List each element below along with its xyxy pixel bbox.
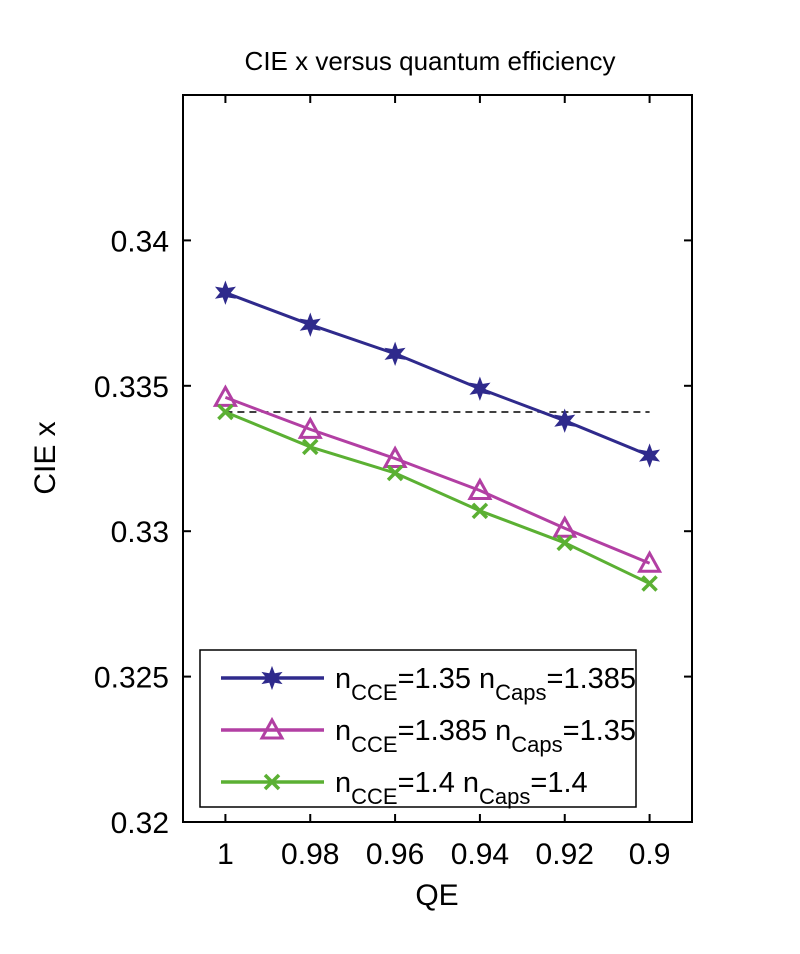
legend-label-part: Caps [511, 732, 562, 757]
series-line [224, 395, 651, 565]
series-line [224, 410, 651, 585]
x-marker [641, 575, 658, 592]
legend-label-part: n [335, 663, 351, 695]
legend-label-part: =1.385 [547, 663, 637, 695]
star-marker [299, 312, 321, 337]
triangle-marker [467, 477, 493, 500]
star-marker [384, 341, 406, 366]
x-marker-stroke [302, 438, 319, 456]
legend-label-part: =1.4 n [398, 767, 479, 799]
legend-item: nCCE=1.35 nCaps=1.385 [221, 663, 636, 705]
x-marker-stroke [263, 773, 281, 791]
x-tick-label: 0.96 [366, 838, 424, 871]
legend-label: nCCE=1.385 nCaps=1.35 [335, 715, 636, 757]
legend-label: nCCE=1.35 nCaps=1.385 [335, 663, 636, 705]
legend-label-part: =1.4 [530, 767, 587, 799]
legend-item: nCCE=1.4 nCaps=1.4 [221, 767, 588, 809]
star-marker [469, 376, 491, 401]
legend-label: nCCE=1.4 nCaps=1.4 [335, 767, 588, 809]
y-tick-label: 0.325 [94, 662, 169, 695]
x-tick-label: 0.98 [281, 838, 339, 871]
legend-label-part: CCE [351, 784, 397, 809]
series-star [214, 280, 661, 468]
star-marker [261, 665, 283, 691]
triangle-marker [212, 384, 238, 407]
legend-label-part: n [335, 767, 351, 799]
triangle-marker [259, 716, 285, 740]
x-tick-label: 0.94 [451, 838, 509, 871]
triangle-marker [637, 550, 663, 573]
x-marker [263, 773, 281, 791]
legend-item: nCCE=1.385 nCaps=1.35 [221, 715, 636, 757]
x-marker [386, 464, 404, 482]
legend-label-part: =1.35 n [398, 663, 496, 695]
star-marker [554, 408, 576, 433]
x-marker [217, 403, 234, 421]
plot-area [182, 94, 693, 823]
x-marker-stroke [386, 464, 404, 482]
legend-label-part: Caps [479, 784, 530, 809]
x-marker-stroke [556, 534, 573, 552]
triangle-marker [382, 445, 408, 468]
legend-label-part: Caps [495, 680, 546, 705]
legend-label-part: =1.35 [563, 715, 636, 747]
triangle-marker [552, 515, 578, 538]
legend-label-part: CCE [351, 732, 397, 757]
x-marker [471, 502, 489, 520]
x-axis-label: QE [415, 879, 458, 912]
x-marker [556, 534, 573, 552]
y-tick-label: 0.32 [111, 807, 169, 840]
star-marker [214, 280, 236, 305]
x-marker-stroke [217, 403, 234, 421]
y-axis-label: CIE x [29, 421, 62, 494]
legend-label-part: =1.385 n [398, 715, 512, 747]
x-tick-label: 0.92 [536, 838, 594, 871]
legend-label-part: CCE [351, 680, 397, 705]
series-triangle [212, 384, 663, 573]
x-tick-label: 1 [217, 838, 234, 871]
series-x [217, 403, 658, 592]
series-line [224, 291, 651, 457]
x-marker [302, 438, 319, 456]
y-tick-label: 0.33 [111, 516, 169, 549]
y-tick-label: 0.34 [111, 225, 169, 258]
legend-label-part: n [335, 715, 351, 747]
triangle-marker [297, 416, 323, 439]
chart-title: CIE x versus quantum efficiency [245, 46, 616, 76]
star-marker [639, 443, 661, 468]
y-tick-label: 0.335 [94, 371, 169, 404]
x-marker-stroke [641, 575, 658, 592]
x-marker-stroke [471, 502, 489, 520]
x-tick-label: 0.9 [629, 838, 671, 871]
